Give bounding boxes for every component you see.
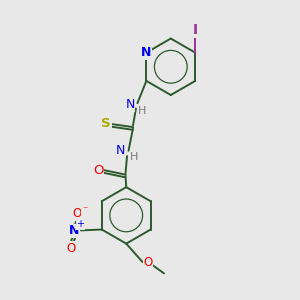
Text: N: N [69, 224, 80, 238]
Text: +: + [76, 220, 84, 230]
Text: H: H [130, 152, 138, 162]
Text: I: I [193, 23, 198, 38]
Text: S: S [101, 118, 111, 130]
Text: O: O [143, 256, 152, 268]
Text: ⁻: ⁻ [82, 205, 87, 215]
Text: H: H [138, 106, 146, 116]
Text: N: N [141, 46, 152, 59]
Text: O: O [73, 207, 82, 220]
Text: O: O [67, 242, 76, 255]
Text: N: N [116, 144, 125, 157]
Text: N: N [125, 98, 135, 111]
Text: O: O [93, 164, 104, 177]
